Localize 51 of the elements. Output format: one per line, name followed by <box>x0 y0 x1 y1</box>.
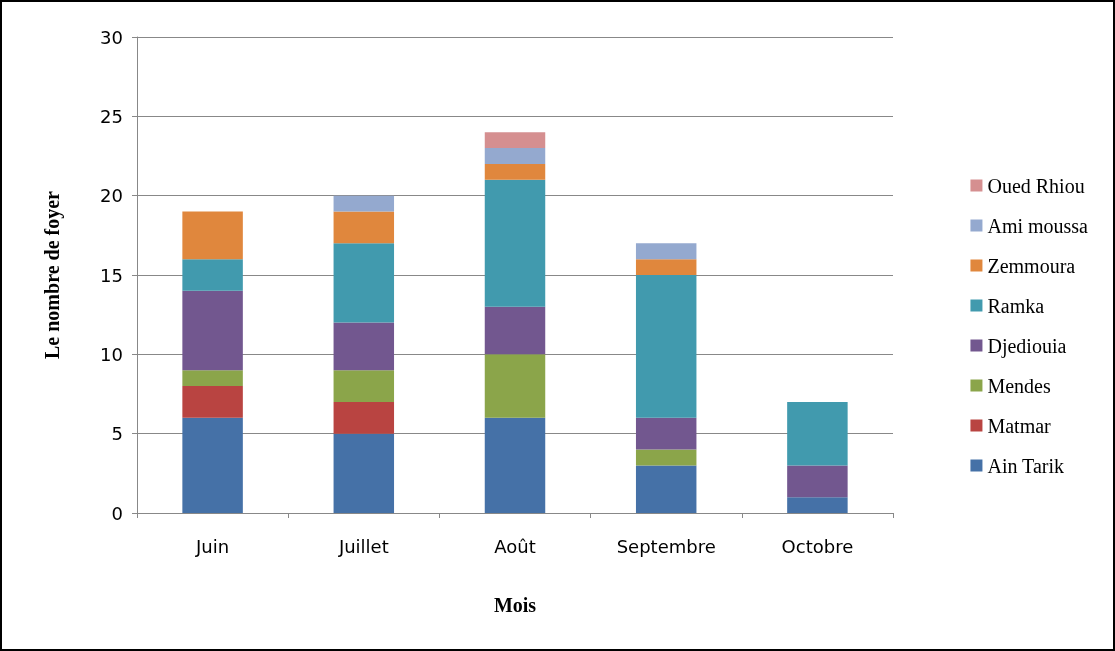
y-axis-title: Le nombre de foyer <box>41 190 64 359</box>
bar <box>182 370 243 387</box>
legend-label: Zemmoura <box>987 254 1076 277</box>
y-tick-label: 10 <box>100 343 123 365</box>
bar <box>182 386 243 418</box>
bar <box>484 417 546 513</box>
bar <box>787 497 848 513</box>
bar <box>787 465 848 498</box>
x-tick-label: Octobre <box>781 535 854 557</box>
bar <box>635 243 697 260</box>
bar <box>182 259 243 291</box>
bar <box>484 163 546 180</box>
legend-label: Mendes <box>987 374 1051 397</box>
bar <box>182 211 243 260</box>
x-tick-label: Juin <box>195 535 230 557</box>
bar <box>333 243 395 323</box>
bar <box>333 322 395 371</box>
y-tick-label: 25 <box>100 105 123 127</box>
y-tick-label: 0 <box>111 502 123 524</box>
bar <box>635 259 697 275</box>
y-tick-label: 15 <box>100 264 123 286</box>
x-axis-title: Mois <box>493 594 537 616</box>
bar <box>333 195 395 212</box>
bar <box>635 417 697 450</box>
bar <box>484 179 546 307</box>
x-tick-label: Août <box>494 535 536 557</box>
y-tick-label: 30 <box>100 26 123 48</box>
bar <box>333 370 395 402</box>
legend-label: Ain Tarik <box>987 454 1065 477</box>
legend-label: Oued Rhiou <box>987 174 1085 197</box>
bar <box>635 275 697 418</box>
y-tick-label: 20 <box>100 185 123 207</box>
x-tick-label: Septembre <box>616 535 716 557</box>
bar <box>484 354 546 418</box>
bar <box>484 132 546 149</box>
bar <box>787 401 848 466</box>
legend-label: Ramka <box>987 294 1045 317</box>
x-tick-label: Juillet <box>337 535 389 557</box>
bar <box>333 401 395 434</box>
bar <box>182 417 243 513</box>
bar <box>484 148 546 164</box>
bar <box>182 290 243 371</box>
bar <box>333 211 395 244</box>
legend-label: Ami moussa <box>987 214 1089 237</box>
legend-label: Matmar <box>987 414 1052 437</box>
bar <box>333 433 395 513</box>
bar <box>635 449 697 466</box>
y-tick-label: 5 <box>111 423 123 445</box>
bar <box>484 306 546 355</box>
legend-label: Djediouia <box>987 334 1067 358</box>
bar <box>635 465 697 513</box>
